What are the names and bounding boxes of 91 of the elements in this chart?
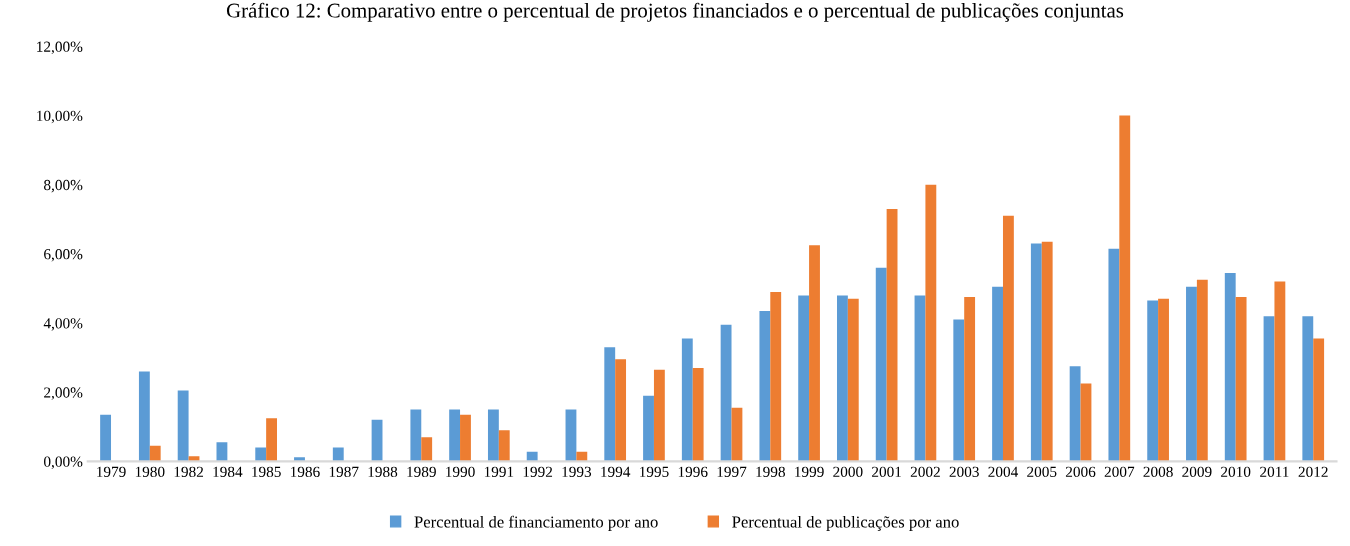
bar <box>266 418 277 462</box>
x-tick-label: 1996 <box>678 466 708 477</box>
chart-title: Gráfico 12: Comparativo entre o percentual de projetos financiados e o percentual de publicações conjuntas <box>226 2 1124 22</box>
x-tick-label: 1992 <box>523 466 553 477</box>
bar <box>1313 338 1325 462</box>
bar <box>953 319 965 462</box>
bar <box>1108 248 1120 462</box>
bar <box>410 409 422 462</box>
bar <box>449 409 461 462</box>
x-tick-label: 1985 <box>252 466 281 477</box>
bar <box>1186 286 1197 462</box>
y-tick-label: 4,00% <box>43 318 83 331</box>
bar <box>177 390 189 462</box>
bar <box>1080 383 1092 462</box>
bar <box>992 286 1003 462</box>
x-tick-label: 2001 <box>872 466 901 477</box>
bar <box>1224 272 1236 462</box>
bar <box>604 347 616 462</box>
y-tick-label: 0,00% <box>44 456 83 470</box>
bar <box>1274 281 1286 462</box>
bar <box>809 245 820 462</box>
x-tick-label: 2011 <box>1260 466 1289 477</box>
x-tick-label: 1993 <box>562 466 592 477</box>
bar <box>914 295 926 462</box>
bar <box>1041 241 1053 462</box>
x-tick-label: 2010 <box>1221 466 1251 477</box>
x-tick-label: 2005 <box>1027 466 1057 477</box>
bar <box>421 437 433 462</box>
bar <box>886 208 898 462</box>
bar <box>1263 316 1275 462</box>
bar <box>1147 300 1159 462</box>
bar <box>798 295 810 462</box>
bar <box>925 184 937 462</box>
x-tick-label: 2012 <box>1298 466 1328 477</box>
bar <box>653 369 665 462</box>
x-tick-label: 1984 <box>213 466 243 477</box>
x-tick-label: 2002 <box>910 466 940 477</box>
bar <box>565 409 577 462</box>
x-tick-label: 2009 <box>1182 466 1212 477</box>
x-tick-label: 1979 <box>97 466 126 477</box>
x-tick-label: 1999 <box>795 466 824 477</box>
bar <box>1302 316 1314 462</box>
x-tick-label: 1982 <box>174 466 204 477</box>
bar <box>460 414 471 462</box>
y-tick-label: 10,00% <box>37 110 83 124</box>
bar <box>770 291 782 462</box>
bar <box>837 295 848 462</box>
bar <box>615 359 627 462</box>
bar <box>149 445 161 462</box>
x-tick-label: 1988 <box>368 466 398 477</box>
bar <box>100 414 112 462</box>
x-tick-label: 1986 <box>290 466 320 477</box>
x-tick-label: 1997 <box>717 466 747 477</box>
x-tick-label: 2004 <box>988 466 1019 477</box>
x-tick-label: 2006 <box>1065 466 1096 477</box>
bar <box>692 368 704 462</box>
bar <box>759 310 771 462</box>
bar <box>1030 243 1042 462</box>
bar <box>643 395 654 462</box>
legend-label: Percentual de financiamento por ano <box>414 515 658 531</box>
bar <box>1235 297 1247 462</box>
bar <box>720 324 732 462</box>
bar <box>1158 298 1169 462</box>
y-tick-label: 12,00% <box>37 41 83 55</box>
x-tick-label: 1995 <box>640 466 669 477</box>
y-tick-label: 2,00% <box>44 387 83 400</box>
bar <box>964 297 976 462</box>
legend-label: Percentual de publicações por ano <box>732 515 959 531</box>
y-tick-label: 6,00% <box>44 249 83 262</box>
bar <box>1002 215 1014 462</box>
bar <box>1196 279 1208 462</box>
bar <box>681 338 693 462</box>
x-tick-label: 2000 <box>833 466 863 477</box>
x-tick-label: 2003 <box>949 466 979 477</box>
bar <box>1119 115 1131 462</box>
x-tick-label: 1987 <box>329 466 359 477</box>
bar <box>498 430 510 462</box>
x-tick-label: 1991 <box>484 466 514 477</box>
bar <box>847 298 859 462</box>
bar <box>138 371 150 462</box>
x-tick-label: 1998 <box>756 466 785 477</box>
x-tick-label: 1990 <box>446 466 475 477</box>
x-tick-label: 2007 <box>1104 466 1135 477</box>
x-tick-label: 2008 <box>1143 466 1173 477</box>
x-tick-label: 1980 <box>135 466 165 477</box>
x-tick-label: 1989 <box>407 466 436 477</box>
bar <box>1069 366 1081 462</box>
bar <box>487 409 499 462</box>
y-tick-label: 8,00% <box>44 179 83 193</box>
bar <box>875 267 887 462</box>
x-tick-label: 1994 <box>601 466 631 477</box>
